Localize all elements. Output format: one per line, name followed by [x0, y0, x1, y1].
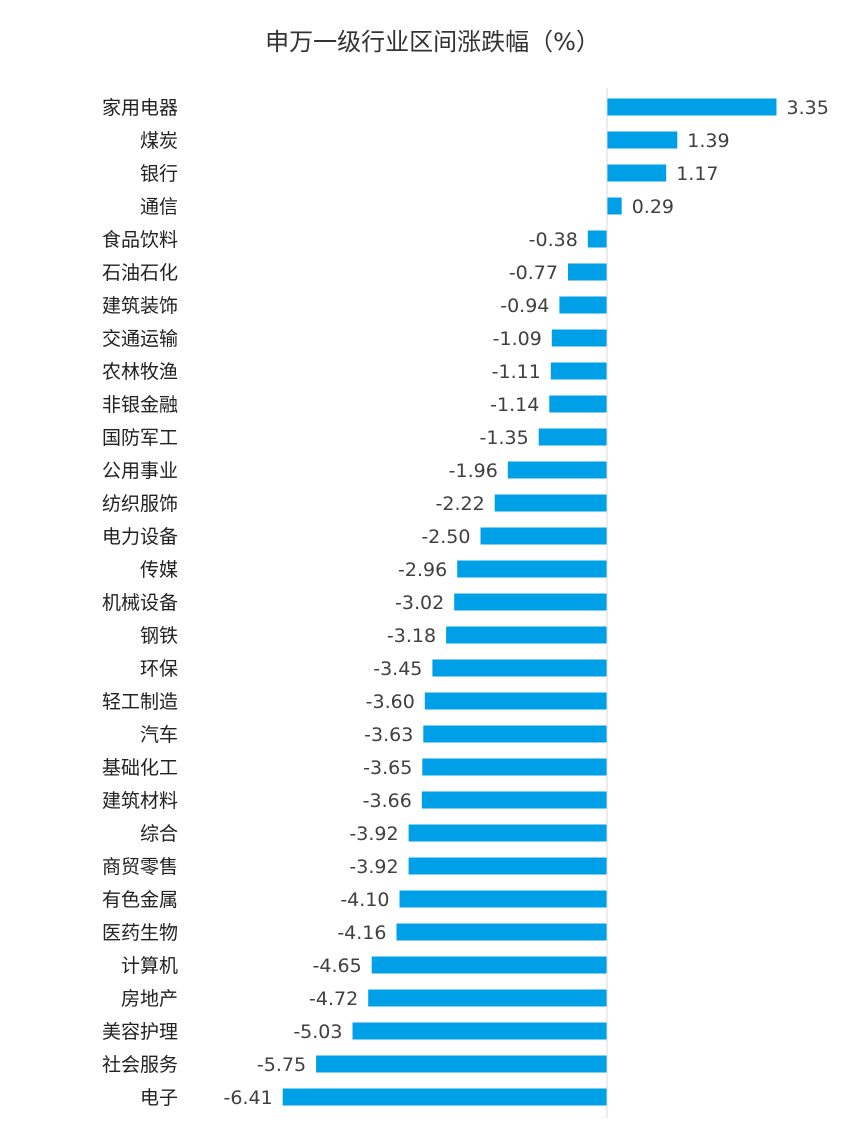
category-label: 基础化工 [102, 757, 178, 779]
data-label: -1.09 [493, 328, 542, 350]
data-label: -4.10 [340, 889, 389, 911]
data-label: 1.17 [676, 163, 718, 185]
category-label: 轻工制造 [102, 691, 178, 713]
bar [568, 263, 607, 281]
category-label: 钢铁 [140, 625, 178, 647]
bar [494, 494, 607, 512]
data-label: -3.45 [373, 658, 422, 680]
data-label: -4.16 [337, 922, 386, 944]
data-label: -1.14 [490, 394, 539, 416]
data-label: -6.41 [224, 1087, 273, 1109]
data-label: -4.65 [313, 955, 362, 977]
bar [446, 626, 607, 644]
data-label: -3.65 [363, 757, 412, 779]
labels-layer: 家用电器 3.35 煤炭 1.39 银行 1.17 通信 0.29 食品饮料 -0.38 石油石化 -… [102, 97, 829, 1109]
category-label: 有色金属 [102, 889, 178, 911]
bar [507, 461, 607, 479]
data-label: -2.50 [421, 526, 470, 548]
bar [422, 758, 607, 776]
bar [371, 956, 607, 974]
bars-layer [282, 98, 777, 1106]
category-label: 环保 [140, 658, 178, 680]
category-label: 银行 [140, 163, 178, 185]
data-label: -3.92 [349, 856, 398, 878]
category-label: 农林牧渔 [102, 361, 178, 383]
data-label: 0.29 [632, 196, 674, 218]
bar [423, 725, 607, 743]
bar [551, 329, 607, 347]
category-label: 纺织服饰 [102, 493, 178, 515]
bar [424, 692, 607, 710]
category-label: 社会服务 [102, 1054, 178, 1076]
bar [480, 527, 607, 545]
category-label: 煤炭 [140, 130, 178, 152]
bar [559, 296, 607, 314]
bar [607, 164, 667, 182]
bar [432, 659, 607, 677]
category-label: 传媒 [140, 559, 178, 581]
category-label: 交通运输 [102, 328, 178, 350]
category-label: 家用电器 [102, 97, 178, 119]
data-label: 1.39 [687, 130, 729, 152]
category-label: 机械设备 [102, 592, 178, 614]
category-label: 国防军工 [102, 427, 178, 449]
bar [408, 857, 607, 875]
bar [550, 362, 607, 380]
bar [399, 890, 607, 908]
data-label: -1.96 [449, 460, 498, 482]
category-label: 计算机 [121, 955, 178, 977]
category-label: 电力设备 [102, 526, 178, 548]
category-label: 房地产 [121, 988, 178, 1010]
category-label: 建筑材料 [102, 790, 178, 812]
data-label: -3.18 [387, 625, 436, 647]
bar [368, 989, 607, 1007]
category-label: 综合 [140, 823, 178, 845]
chart-title: 申万一级行业区间涨跌幅（%） [265, 28, 600, 56]
data-label: -2.22 [436, 493, 485, 515]
data-label: -0.38 [529, 229, 578, 251]
bar [396, 923, 607, 941]
bar [282, 1088, 607, 1106]
category-label: 非银金融 [102, 394, 178, 416]
data-label: -1.35 [480, 427, 529, 449]
category-label: 食品饮料 [102, 229, 178, 251]
bar [316, 1055, 607, 1073]
bar [607, 98, 777, 116]
bar [607, 131, 678, 149]
bar [454, 593, 607, 611]
data-label: -3.02 [395, 592, 444, 614]
data-label: -1.11 [492, 361, 541, 383]
category-label: 医药生物 [102, 922, 178, 944]
category-label: 公用事业 [102, 460, 178, 482]
category-label: 商贸零售 [102, 856, 178, 878]
category-label: 美容护理 [102, 1021, 178, 1043]
data-label: 3.35 [787, 97, 829, 119]
bar [549, 395, 607, 413]
data-label: -3.63 [364, 724, 413, 746]
category-label: 石油石化 [102, 262, 178, 284]
category-label: 通信 [140, 196, 178, 218]
data-label: -3.92 [349, 823, 398, 845]
bar [587, 230, 607, 248]
data-label: -5.75 [257, 1054, 306, 1076]
data-label: -0.94 [500, 295, 549, 317]
category-label: 电子 [140, 1087, 178, 1109]
data-label: -3.66 [363, 790, 412, 812]
bar [457, 560, 607, 578]
bar [538, 428, 607, 446]
data-label: -4.72 [309, 988, 358, 1010]
data-label: -5.03 [293, 1021, 342, 1043]
data-label: -3.60 [366, 691, 415, 713]
data-label: -0.77 [509, 262, 558, 284]
category-label: 汽车 [140, 724, 178, 746]
data-label: -2.96 [398, 559, 447, 581]
bar [408, 824, 607, 842]
category-label: 建筑装饰 [102, 295, 178, 317]
bar [352, 1022, 607, 1040]
bar [607, 197, 622, 215]
bar [421, 791, 607, 809]
